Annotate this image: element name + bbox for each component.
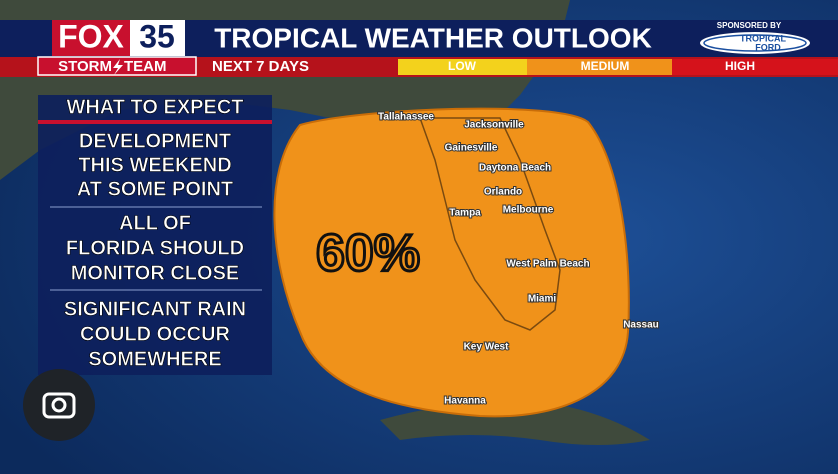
scale-medium <box>527 59 672 75</box>
city: Miami <box>528 294 557 305</box>
panel-line: AT SOME POINT <box>77 178 233 200</box>
panel-line: COULD OCCUR <box>80 323 231 345</box>
city: Orlando <box>484 187 522 198</box>
city: Tampa <box>449 208 481 219</box>
lens-icon <box>51 397 67 413</box>
panel-line: DEVELOPMENT <box>79 130 231 152</box>
expect-panel: WHAT TO EXPECT DEVELOPMENT THIS WEEKEND … <box>38 95 272 375</box>
panel-line: MONITOR CLOSE <box>71 262 240 284</box>
team-label: TEAM <box>124 58 167 75</box>
sponsor-name: TROPICAL <box>740 33 787 43</box>
panel-bg <box>38 95 272 375</box>
chance-label: 60% <box>316 225 420 283</box>
logo-station: FOX <box>58 18 124 54</box>
lens-icon <box>42 392 76 419</box>
city: Nassau <box>623 320 659 331</box>
team-label: STORM <box>58 58 112 75</box>
logo-box <box>130 20 185 56</box>
florida-outline <box>418 117 561 331</box>
city: Gainesville <box>445 143 498 154</box>
city: Jacksonville <box>464 120 524 131</box>
city: Key West <box>464 342 510 353</box>
sponsor-logo <box>700 32 810 54</box>
scale-high <box>672 59 838 75</box>
panel-line: FLORIDA SHOULD <box>66 237 244 259</box>
panel-line: ALL OF <box>119 212 191 234</box>
panel-line: SIGNIFICANT RAIN <box>64 298 246 320</box>
logo-box <box>52 20 130 56</box>
city: Tallahassee <box>378 112 434 123</box>
logo-channel: 35 <box>139 18 175 54</box>
sponsor-logo <box>703 34 807 52</box>
bolt-icon <box>113 59 123 75</box>
panel-rule <box>38 120 272 124</box>
panel-title: WHAT TO EXPECT <box>66 96 243 118</box>
title: TROPICAL WEATHER OUTLOOK <box>214 22 652 53</box>
scale-low <box>398 59 527 75</box>
lens-button[interactable] <box>23 369 95 441</box>
panel-line: SOMEWHERE <box>88 348 221 370</box>
header: FOX 35 STORM TEAM TROPICAL WEATHER OUTLO… <box>0 18 838 77</box>
city: West Palm Beach <box>506 259 589 270</box>
panel-line: THIS WEEKEND <box>78 154 231 176</box>
city: Melbourne <box>503 205 554 216</box>
outlook-area <box>273 107 630 418</box>
sponsor-name: FORD <box>755 42 781 52</box>
scale-label: MEDIUM <box>581 59 630 73</box>
scale-label: HIGH <box>725 59 755 73</box>
sponsor-label: SPONSORED BY <box>717 21 782 30</box>
cities: Tallahassee Jacksonville Gainesville Day… <box>377 111 660 408</box>
lens-bg[interactable] <box>23 369 95 441</box>
subtitle: NEXT 7 DAYS <box>212 58 309 75</box>
city: Daytona Beach <box>479 163 551 174</box>
scale-label: LOW <box>448 59 477 73</box>
city: Havanna <box>444 396 486 407</box>
